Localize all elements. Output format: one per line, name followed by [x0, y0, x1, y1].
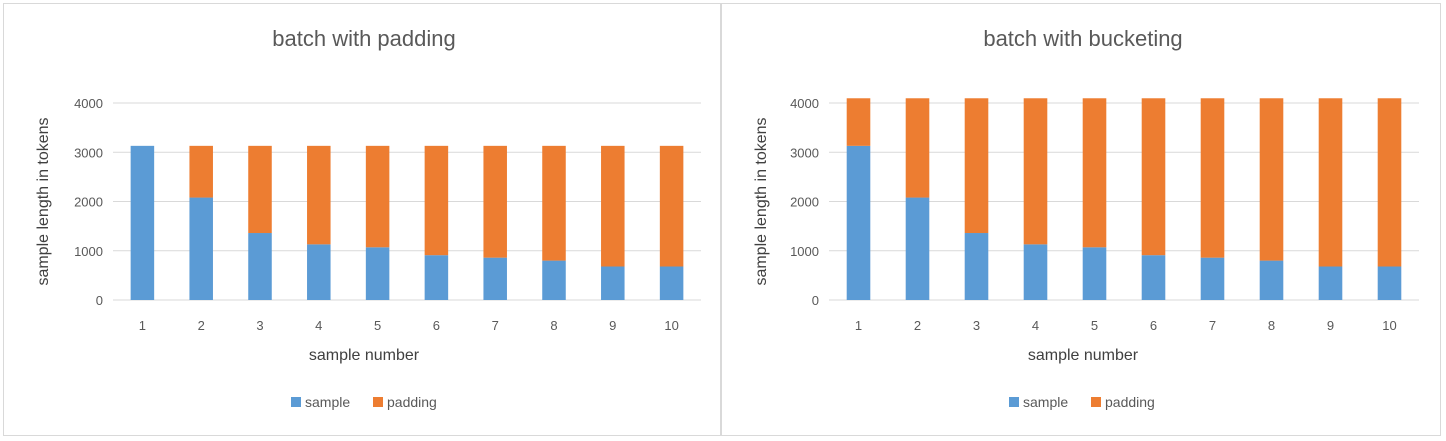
chart-bucketing: batch with bucketing 0 1000 2000 3000 4000 1 2 3…: [753, 26, 1419, 410]
bar-padding-2: [189, 145, 213, 198]
x-axis-title: sample number: [309, 347, 420, 364]
bar-sample-5: [365, 247, 390, 300]
bar-sample-6: [1141, 255, 1166, 300]
y-tick-label: 3000: [790, 145, 819, 160]
bar-padding-9: [1318, 98, 1343, 267]
bar-sample-7: [1200, 257, 1225, 300]
y-axis-title: sample length in tokens: [35, 117, 52, 285]
y-tick-label: 4000: [790, 96, 819, 111]
bar-sample-2: [905, 197, 930, 300]
bar-padding-10: [659, 145, 684, 267]
bar-sample-8: [1259, 260, 1284, 300]
y-tick-label: 0: [96, 293, 103, 308]
x-tick-label: 10: [1382, 318, 1396, 333]
bar-sample-5: [1082, 247, 1107, 300]
x-tick-label: 1: [855, 318, 862, 333]
legend-label-padding: padding: [387, 394, 437, 410]
bar-padding-1: [846, 98, 871, 146]
bar-padding-7: [1200, 98, 1225, 258]
bar-padding-3: [964, 98, 989, 234]
x-tick-label: 3: [256, 318, 263, 333]
chart-panel-padding: batch with padding 0 1000 2000 3000 4000 1 2 3 4 5…: [3, 3, 721, 436]
bar-padding-4: [1023, 98, 1048, 245]
legend-label-sample: sample: [305, 394, 350, 410]
chart-title: batch with bucketing: [983, 26, 1182, 51]
bar-padding-3: [248, 145, 272, 234]
bar-padding-2: [905, 98, 930, 198]
bar-sample-1: [130, 145, 155, 300]
x-tick-label: 5: [1091, 318, 1098, 333]
y-tick-label: 1000: [790, 244, 819, 259]
legend-swatch-sample: [291, 397, 301, 407]
bar-sample-3: [964, 233, 989, 300]
bar-sample-1: [846, 145, 871, 300]
bar-padding-8: [1259, 98, 1284, 261]
x-tick-label: 3: [973, 318, 980, 333]
x-tick-label: 9: [1327, 318, 1334, 333]
bar-padding-10: [1377, 98, 1402, 267]
legend-label-padding: padding: [1105, 394, 1155, 410]
bar-sample-2: [189, 197, 213, 300]
y-axis-title: sample length in tokens: [753, 117, 770, 285]
bar-sample-6: [424, 255, 449, 300]
y-tick-label: 1000: [74, 244, 103, 259]
x-tick-label: 7: [492, 318, 499, 333]
bar-padding-9: [601, 145, 625, 267]
legend-swatch-padding: [1091, 397, 1101, 407]
x-tick-label: 8: [550, 318, 557, 333]
chart-padding: batch with padding 0 1000 2000 3000 4000 1 2 3 4 5…: [35, 26, 701, 410]
bar-sample-10: [659, 266, 684, 300]
x-tick-label: 10: [664, 318, 678, 333]
y-tick-label: 0: [812, 293, 819, 308]
x-tick-label: 4: [315, 318, 322, 333]
x-tick-label: 9: [609, 318, 616, 333]
y-tick-label: 3000: [74, 145, 103, 160]
bar-padding-8: [542, 145, 566, 261]
x-tick-label: 6: [433, 318, 440, 333]
bar-sample-9: [1318, 266, 1343, 300]
legend-swatch-padding: [373, 397, 383, 407]
x-tick-label: 2: [198, 318, 205, 333]
y-tick-label: 2000: [790, 195, 819, 210]
chart-panel-bucketing: batch with bucketing 0 1000 2000 3000 4000 1 2 3…: [721, 3, 1441, 436]
bar-padding-7: [483, 145, 507, 258]
bar-padding-6: [424, 145, 449, 256]
bar-sample-7: [483, 257, 507, 300]
bar-padding-6: [1141, 98, 1166, 256]
bar-sample-10: [1377, 266, 1402, 300]
x-tick-label: 6: [1150, 318, 1157, 333]
bar-padding-5: [365, 145, 390, 248]
y-tick-label: 2000: [74, 195, 103, 210]
x-tick-label: 2: [914, 318, 921, 333]
x-tick-label: 7: [1209, 318, 1216, 333]
x-tick-label: 4: [1032, 318, 1039, 333]
bar-sample-4: [307, 244, 331, 300]
x-axis-title: sample number: [1028, 347, 1139, 364]
bar-padding-4: [307, 145, 331, 245]
legend-swatch-sample: [1009, 397, 1019, 407]
x-tick-label: 1: [139, 318, 146, 333]
x-tick-label: 8: [1268, 318, 1275, 333]
bar-sample-4: [1023, 244, 1048, 300]
legend-label-sample: sample: [1023, 394, 1068, 410]
bar-sample-8: [542, 260, 566, 300]
x-tick-label: 5: [374, 318, 381, 333]
y-tick-label: 4000: [74, 96, 103, 111]
bar-sample-9: [601, 266, 625, 300]
bar-padding-5: [1082, 98, 1107, 248]
chart-title: batch with padding: [272, 26, 455, 51]
bar-sample-3: [248, 233, 272, 300]
